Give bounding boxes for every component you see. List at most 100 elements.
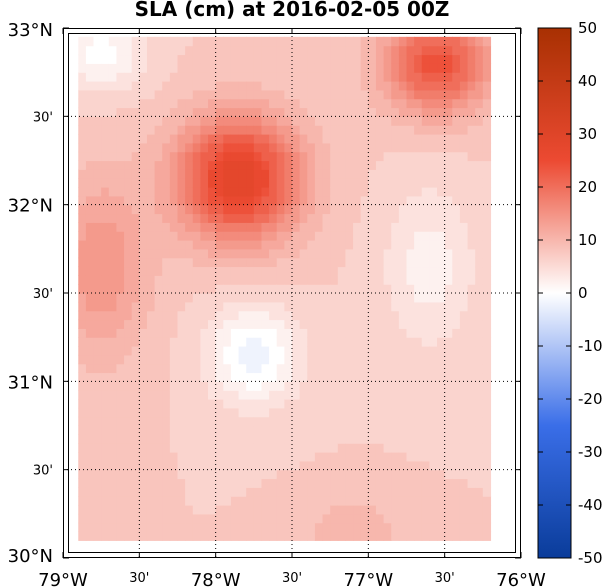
sla-cell (192, 346, 201, 356)
sla-cell (246, 107, 255, 117)
sla-cell (101, 284, 110, 294)
sla-cell (108, 381, 118, 391)
sla-cell (459, 416, 469, 427)
sla-cell (429, 416, 438, 427)
sla-cell (330, 293, 339, 303)
sla-cell (345, 399, 354, 409)
sla-cell (169, 151, 179, 162)
sla-cell (383, 98, 392, 109)
sla-cell (375, 204, 385, 215)
sla-cell (177, 54, 186, 64)
sla-cell (124, 36, 133, 47)
sla-cell (391, 98, 400, 109)
sla-cell (154, 505, 163, 515)
lat-tick-label: 30' (33, 110, 53, 125)
sla-cell (459, 460, 469, 471)
sla-cell (85, 45, 95, 56)
sla-cell (269, 478, 278, 488)
sla-cell (276, 222, 285, 232)
sla-cell (93, 240, 102, 250)
sla-cell (192, 275, 201, 285)
sla-cell (398, 213, 408, 223)
sla-cell (475, 487, 484, 497)
sla-cell (200, 346, 209, 356)
sla-cell (383, 505, 392, 515)
sla-cell (414, 275, 423, 285)
sla-cell (444, 505, 453, 515)
sla-cell (169, 134, 179, 144)
sla-cell (131, 452, 140, 462)
sla-cell (276, 81, 285, 91)
sla-cell (177, 399, 186, 409)
sla-cell (269, 248, 278, 259)
sla-cell (314, 522, 324, 533)
sla-cell (375, 354, 385, 365)
sla-cell (215, 496, 224, 506)
sla-cell (345, 522, 354, 533)
sla-cell (146, 266, 156, 276)
sla-cell (337, 478, 347, 488)
sla-cell (292, 231, 301, 241)
sla-cell (78, 310, 87, 321)
sla-cell (108, 63, 118, 73)
sla-cell (200, 169, 209, 179)
sla-cell (192, 390, 201, 400)
sla-cell (146, 293, 156, 303)
sla-cell (85, 89, 95, 100)
lon-tick-label: 30' (435, 571, 455, 586)
sla-cell (124, 346, 133, 356)
sla-cell (406, 89, 415, 100)
sla-cell (482, 54, 492, 64)
sla-cell (467, 107, 476, 117)
sla-cell (406, 45, 415, 56)
sla-cell (414, 416, 423, 427)
sla-cell (177, 487, 186, 497)
sla-cell (162, 443, 171, 453)
sla-cell (322, 222, 331, 232)
sla-cell (375, 178, 385, 188)
sla-cell (146, 240, 156, 250)
sla-cell (177, 337, 186, 347)
sla-cell (223, 354, 232, 365)
sla-cell (429, 45, 438, 56)
sla-cell (368, 204, 377, 215)
sla-cell (276, 45, 285, 56)
sla-cell (459, 443, 469, 453)
sla-cell (398, 284, 408, 294)
sla-cell (131, 151, 140, 162)
sla-cell (322, 363, 331, 374)
sla-cell (93, 81, 102, 91)
sla-cell (482, 301, 492, 312)
sla-cell (108, 231, 118, 241)
sla-cell (185, 372, 194, 382)
sla-cell (314, 36, 324, 47)
sla-cell (200, 178, 209, 188)
sla-cell (482, 63, 492, 73)
sla-cell (85, 443, 95, 453)
sla-cell (467, 169, 476, 179)
sla-cell (124, 310, 133, 321)
sla-cell (406, 522, 415, 533)
sla-cell (85, 151, 95, 162)
sla-cell (345, 248, 354, 259)
sla-cell (330, 346, 339, 356)
sla-cell (337, 45, 347, 56)
sla-cell (215, 116, 224, 126)
sla-cell (307, 213, 316, 223)
sla-cell (414, 381, 423, 391)
sla-cell (131, 187, 140, 197)
sla-cell (444, 275, 453, 285)
sla-cell (177, 390, 186, 400)
sla-cell (78, 416, 87, 427)
sla-cell (261, 407, 270, 418)
sla-cell (208, 178, 217, 188)
sla-cell (192, 407, 201, 418)
sla-cell (307, 54, 316, 64)
sla-cell (162, 522, 171, 533)
sla-cell (360, 319, 369, 329)
sla-cell (246, 187, 255, 197)
sla-cell (169, 354, 179, 365)
sla-cell (185, 407, 194, 418)
sla-cell (78, 399, 87, 409)
sla-cell (368, 513, 377, 524)
